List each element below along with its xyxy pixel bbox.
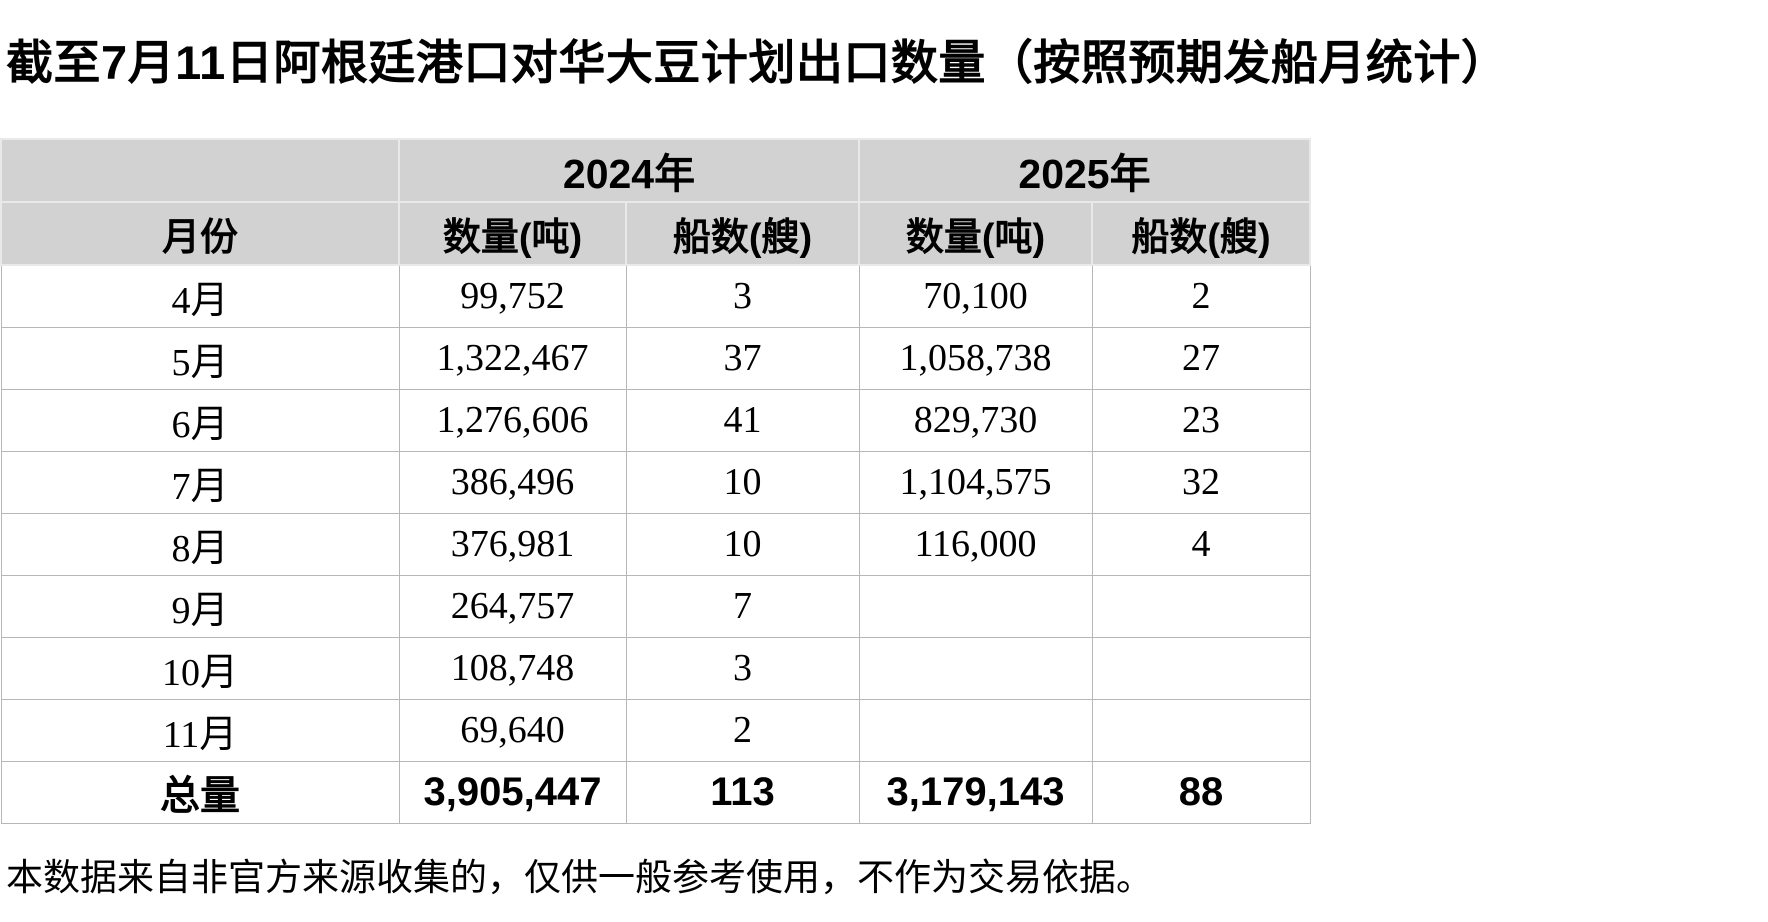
- ships-2025-cell: 32: [1091, 450, 1311, 514]
- qty-2025-cell: [858, 636, 1093, 700]
- ships-2024-cell: 41: [625, 388, 860, 452]
- year-header-2025: 2025年: [858, 137, 1311, 203]
- qty-2025-cell: [858, 574, 1093, 638]
- table-row-may: 5月 1,322,467 37 1,058,738 27: [0, 326, 1311, 390]
- col-header-ships-2024: 船数(艘): [625, 200, 860, 266]
- table-row-aug: 8月 376,981 10 116,000 4: [0, 512, 1311, 576]
- total-qty-2024-cell: 3,905,447: [398, 760, 627, 824]
- table-row-nov: 11月 69,640 2: [0, 698, 1311, 762]
- month-cell: 11月: [0, 698, 400, 762]
- qty-2024-cell: 376,981: [398, 512, 627, 576]
- ships-2025-cell: [1091, 636, 1311, 700]
- ships-2024-cell: 3: [625, 264, 860, 328]
- table-row-jul: 7月 386,496 10 1,104,575 32: [0, 450, 1311, 514]
- col-header-ships-2025: 船数(艘): [1091, 200, 1311, 266]
- qty-2024-cell: 99,752: [398, 264, 627, 328]
- disclaimer-note: 本数据来自非官方来源收集的，仅供一般参考使用，不作为交易依据。: [6, 856, 1153, 898]
- table-row-total: 总量 3,905,447 113 3,179,143 88: [0, 760, 1311, 824]
- page-title: 截至7月11日阿根廷港口对华大豆计划出口数量（按照预期发船月统计）: [6, 36, 1509, 89]
- col-header-qty-2025: 数量(吨): [858, 200, 1093, 266]
- qty-2024-cell: 386,496: [398, 450, 627, 514]
- ships-2024-cell: 37: [625, 326, 860, 390]
- table-row-oct: 10月 108,748 3: [0, 636, 1311, 700]
- qty-2025-cell: [858, 698, 1093, 762]
- month-cell: 10月: [0, 636, 400, 700]
- month-cell: 7月: [0, 450, 400, 514]
- qty-2024-cell: 108,748: [398, 636, 627, 700]
- col-header-qty-2024: 数量(吨): [398, 200, 627, 266]
- qty-2025-cell: 70,100: [858, 264, 1093, 328]
- month-cell: 4月: [0, 264, 400, 328]
- ships-2024-cell: 10: [625, 450, 860, 514]
- ships-2025-cell: 4: [1091, 512, 1311, 576]
- qty-2024-cell: 264,757: [398, 574, 627, 638]
- ships-2025-cell: 27: [1091, 326, 1311, 390]
- ships-2025-cell: [1091, 574, 1311, 638]
- ships-2024-cell: 7: [625, 574, 860, 638]
- qty-2025-cell: 1,104,575: [858, 450, 1093, 514]
- month-cell: 5月: [0, 326, 400, 390]
- qty-2025-cell: 116,000: [858, 512, 1093, 576]
- blank-header-cell: [0, 137, 400, 203]
- ships-2025-cell: 2: [1091, 264, 1311, 328]
- qty-2024-cell: 1,322,467: [398, 326, 627, 390]
- ships-2024-cell: 3: [625, 636, 860, 700]
- column-header-row: 月份 数量(吨) 船数(艘) 数量(吨) 船数(艘): [0, 200, 1311, 266]
- total-label-cell: 总量: [0, 760, 400, 824]
- total-qty-2025-cell: 3,179,143: [858, 760, 1093, 824]
- soybean-export-table: 2024年 2025年 月份 数量(吨) 船数(艘) 数量(吨) 船数(艘) 4…: [0, 137, 1311, 824]
- month-cell: 8月: [0, 512, 400, 576]
- qty-2024-cell: 69,640: [398, 698, 627, 762]
- ships-2025-cell: 23: [1091, 388, 1311, 452]
- ships-2024-cell: 10: [625, 512, 860, 576]
- col-header-month: 月份: [0, 200, 400, 266]
- month-cell: 6月: [0, 388, 400, 452]
- table-row-sep: 9月 264,757 7: [0, 574, 1311, 638]
- total-ships-2024-cell: 113: [625, 760, 860, 824]
- ships-2025-cell: [1091, 698, 1311, 762]
- ships-2024-cell: 2: [625, 698, 860, 762]
- qty-2024-cell: 1,276,606: [398, 388, 627, 452]
- month-cell: 9月: [0, 574, 400, 638]
- table-row-apr: 4月 99,752 3 70,100 2: [0, 264, 1311, 328]
- qty-2025-cell: 1,058,738: [858, 326, 1093, 390]
- year-header-2024: 2024年: [398, 137, 860, 203]
- table-row-jun: 6月 1,276,606 41 829,730 23: [0, 388, 1311, 452]
- qty-2025-cell: 829,730: [858, 388, 1093, 452]
- year-header-row: 2024年 2025年: [0, 137, 1311, 203]
- total-ships-2025-cell: 88: [1091, 760, 1311, 824]
